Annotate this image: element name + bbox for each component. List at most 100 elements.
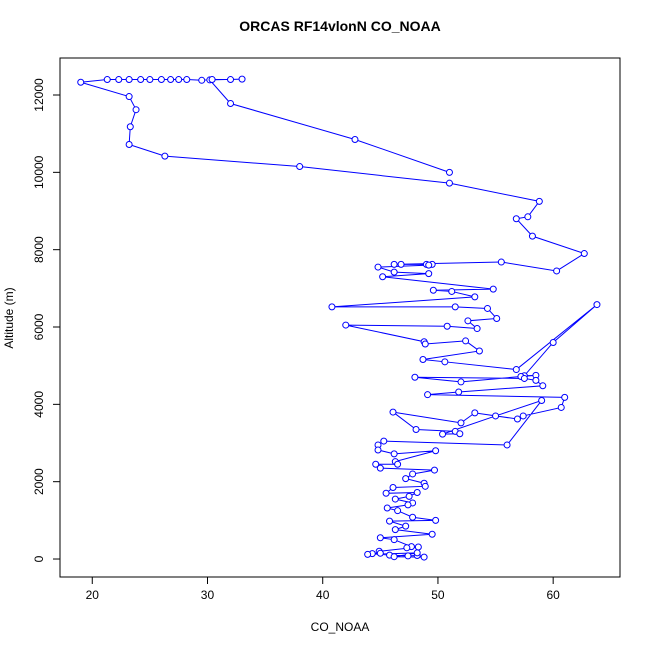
data-point xyxy=(443,322,451,330)
data-point xyxy=(351,135,359,143)
data-point xyxy=(125,93,133,101)
data-point xyxy=(528,232,536,240)
data-point xyxy=(77,78,85,86)
data-point xyxy=(157,76,165,84)
data-point xyxy=(390,450,398,458)
data-point xyxy=(409,470,417,478)
data-point xyxy=(161,152,169,160)
data-point xyxy=(429,286,437,294)
data-point xyxy=(132,106,140,114)
data-point xyxy=(390,268,398,276)
data-point xyxy=(445,179,453,187)
data-point xyxy=(389,483,397,491)
data-point xyxy=(425,261,433,269)
y-tick-label: 12000 xyxy=(32,78,46,112)
data-point xyxy=(386,517,394,525)
data-point xyxy=(403,544,411,552)
data-point xyxy=(125,141,133,148)
data-point xyxy=(503,441,511,449)
data-point xyxy=(390,260,398,268)
x-tick-label: 20 xyxy=(86,588,100,602)
data-point xyxy=(412,425,420,433)
data-point xyxy=(455,388,463,396)
data-line xyxy=(80,78,598,558)
data-point xyxy=(364,550,372,558)
data-point xyxy=(483,304,491,312)
data-point xyxy=(456,430,464,438)
data-point xyxy=(394,460,402,468)
data-point xyxy=(513,415,521,423)
data-point xyxy=(473,325,481,333)
data-point xyxy=(457,378,465,386)
y-tick-label: 4000 xyxy=(32,391,46,418)
x-tick-label: 30 xyxy=(201,588,215,602)
data-point xyxy=(557,403,565,411)
data-point xyxy=(238,75,246,83)
data-point xyxy=(296,163,304,171)
y-tick-label: 0 xyxy=(32,555,46,562)
data-point xyxy=(115,76,123,84)
data-point xyxy=(549,338,557,346)
data-point xyxy=(404,501,412,509)
data-point xyxy=(445,168,453,176)
data-point xyxy=(492,412,500,420)
data-point xyxy=(512,366,520,374)
data-point xyxy=(328,303,336,311)
data-point xyxy=(376,464,384,472)
data-point xyxy=(372,460,380,468)
data-point xyxy=(380,437,388,445)
y-tick-label: 8000 xyxy=(32,236,46,263)
data-point xyxy=(125,76,133,84)
data-point xyxy=(424,391,432,399)
data-point xyxy=(421,482,429,490)
data-point xyxy=(404,552,412,560)
data-point xyxy=(493,315,501,323)
data-point xyxy=(379,273,387,281)
data-point xyxy=(198,76,206,84)
data-point xyxy=(561,393,569,401)
data-point xyxy=(411,373,419,381)
data-point xyxy=(146,76,154,84)
y-axis-label: Altitude (m) xyxy=(2,287,16,348)
data-point xyxy=(390,536,398,544)
chart-title: ORCAS RF14vlonN CO_NOAA xyxy=(239,18,440,34)
data-point xyxy=(430,466,438,474)
data-point xyxy=(167,76,175,84)
data-point xyxy=(374,446,382,454)
data-point xyxy=(103,76,111,84)
data-point xyxy=(497,258,505,266)
data-point xyxy=(439,430,447,438)
data-point xyxy=(376,549,384,557)
x-axis-label: CO_NOAA xyxy=(311,620,370,634)
x-tick-label: 50 xyxy=(431,588,445,602)
data-point xyxy=(532,376,540,384)
data-point xyxy=(538,396,546,404)
data-point xyxy=(535,197,543,205)
data-point xyxy=(428,530,436,538)
data-point xyxy=(409,513,417,521)
data-point xyxy=(402,475,410,483)
data-point xyxy=(414,543,422,551)
data-point xyxy=(519,412,527,420)
x-tick-label: 60 xyxy=(546,588,560,602)
data-point xyxy=(413,549,421,557)
data-point xyxy=(390,553,398,561)
data-point xyxy=(441,358,449,366)
data-point xyxy=(126,123,134,131)
data-point xyxy=(421,340,429,348)
data-point xyxy=(389,408,397,416)
data-point xyxy=(462,337,470,345)
data-point xyxy=(382,489,390,497)
data-point xyxy=(464,317,472,325)
data-point xyxy=(448,287,456,295)
data-point xyxy=(227,100,235,108)
data-point xyxy=(471,409,479,417)
data-point xyxy=(425,270,433,278)
data-point xyxy=(397,260,405,268)
data-point xyxy=(593,301,601,309)
data-point xyxy=(419,355,427,363)
data-point xyxy=(137,76,145,84)
data-point xyxy=(512,215,520,223)
data-point xyxy=(227,76,235,84)
